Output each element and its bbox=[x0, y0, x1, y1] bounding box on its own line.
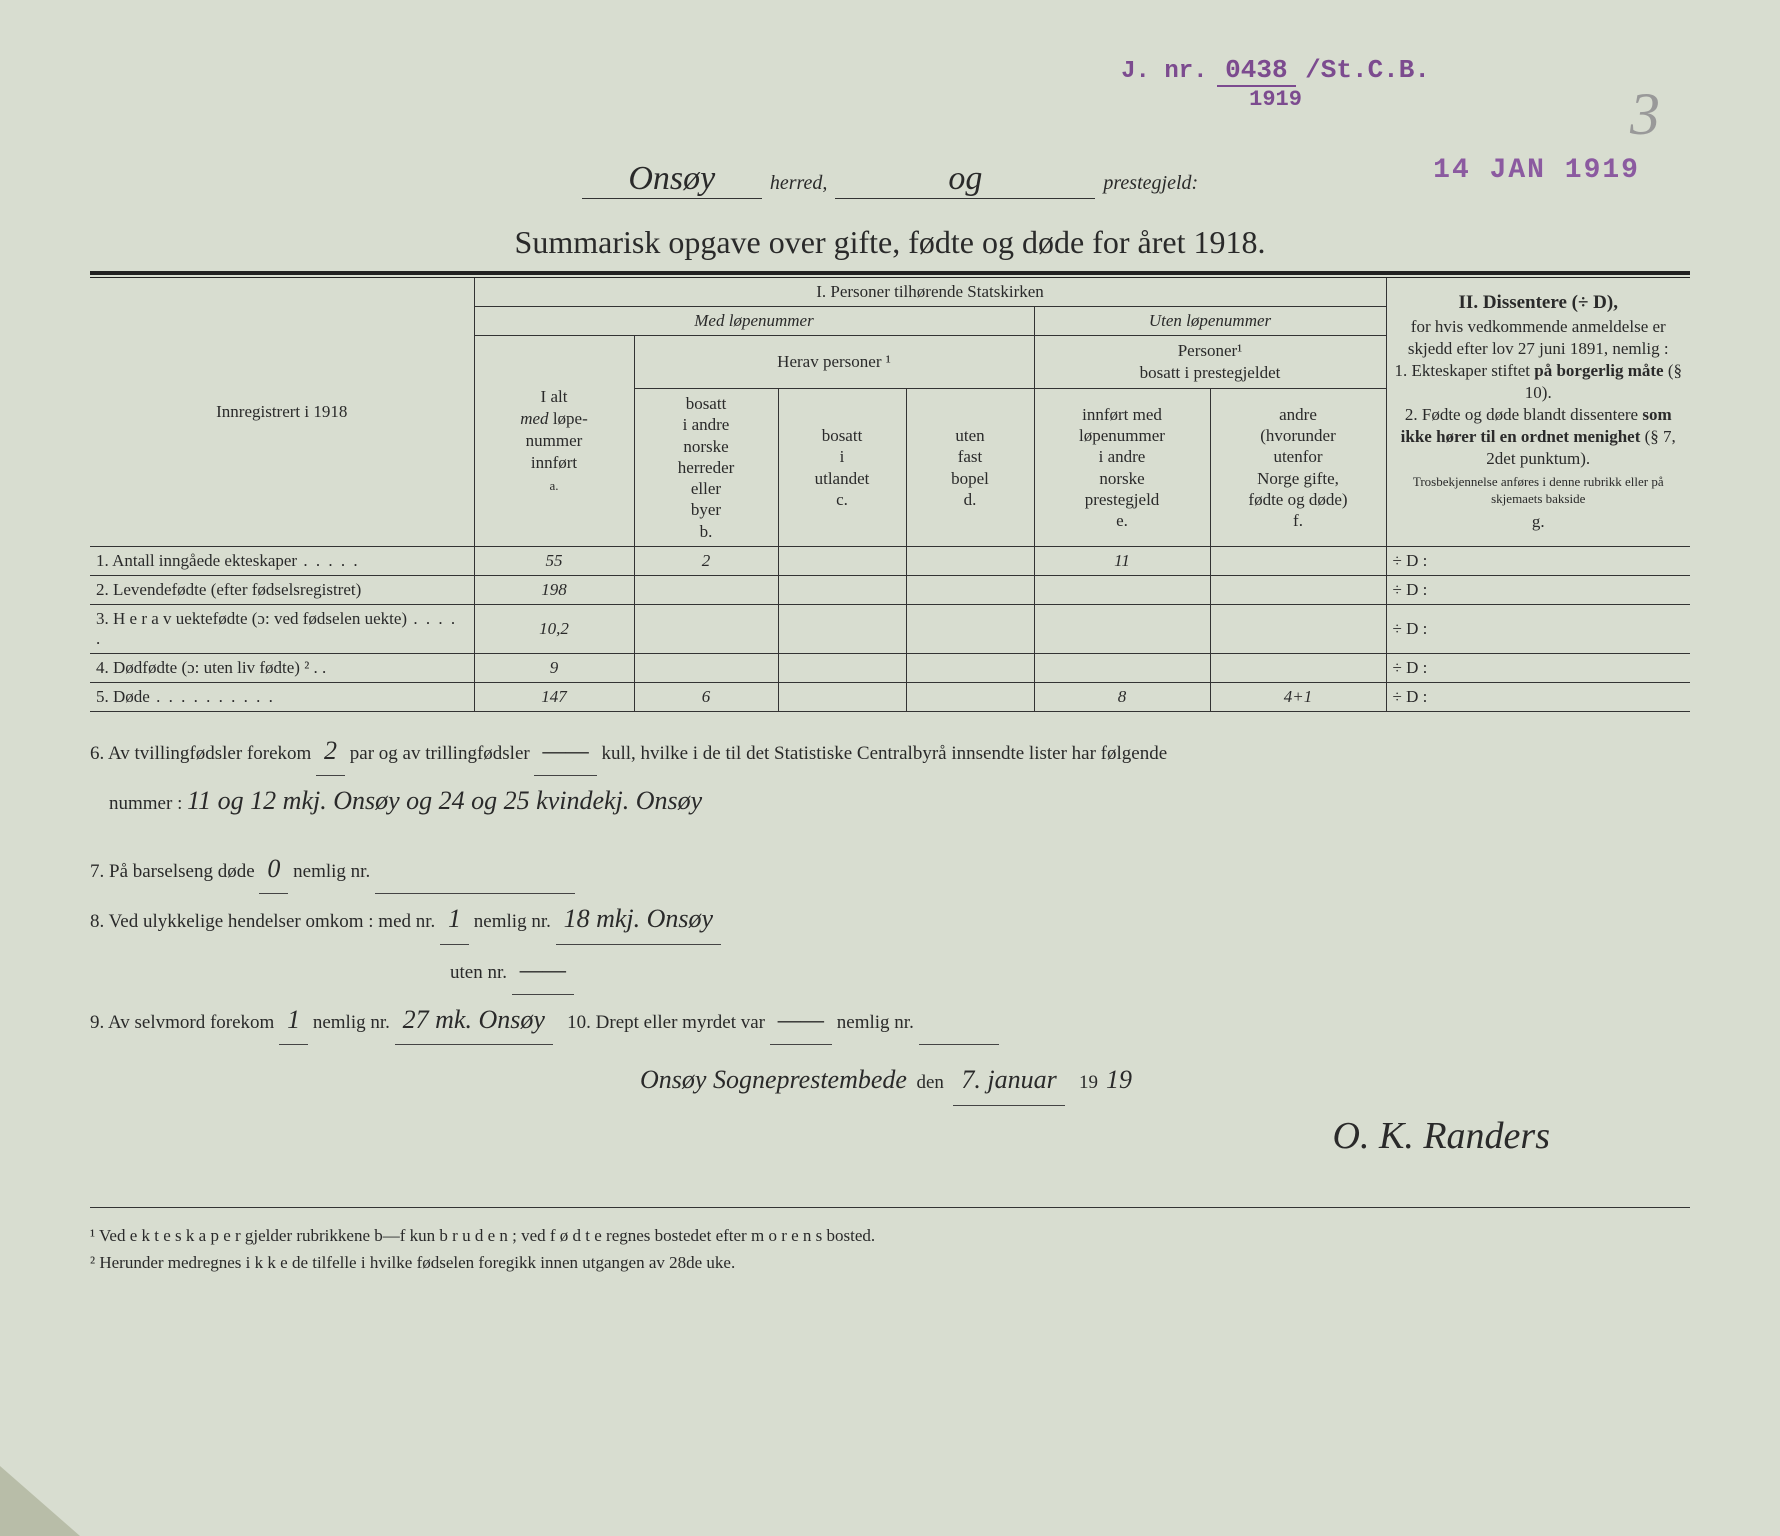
col-e: innført medløpenummeri andrenorskepreste… bbox=[1034, 389, 1210, 547]
herred-value: Onsøy bbox=[582, 160, 762, 199]
section2-note: Trosbekjennelse anføres i denne rubrikk … bbox=[1393, 474, 1685, 507]
row4-a: 9 bbox=[474, 653, 634, 682]
questions-block: 6. Av tvillingfødsler forekom 2 par og a… bbox=[90, 726, 1690, 1172]
row1-a: 55 bbox=[474, 546, 634, 575]
q6: 6. Av tvillingfødsler forekom 2 par og a… bbox=[90, 726, 1690, 826]
table-row: 4. Dødfødte (ɔ: uten liv fødte) ² . . 9 … bbox=[90, 653, 1690, 682]
row3-f bbox=[1210, 604, 1386, 653]
footnote-2: ² Herunder medregnes i k k e de tilfelle… bbox=[90, 1249, 1690, 1276]
q8: 8. Ved ulykkelige hendelser omkom : med … bbox=[90, 894, 1690, 995]
med-lopenummer: Med løpenummer bbox=[474, 307, 1034, 336]
row5-c bbox=[778, 682, 906, 711]
row3-label: 3. H e r a v uektefødte (ɔ: ved fødselen… bbox=[90, 604, 474, 653]
row2-f bbox=[1210, 575, 1386, 604]
row2-a: 198 bbox=[474, 575, 634, 604]
col-c: bosattiutlandetc. bbox=[778, 389, 906, 547]
uten-sub: Personer¹bosatt i prestegjeldet bbox=[1034, 336, 1386, 389]
row5-b: 6 bbox=[634, 682, 778, 711]
section2-item2: 2. Fødte og døde blandt dissentere som i… bbox=[1393, 404, 1685, 470]
left-header: Innregistrert i 1918 bbox=[90, 278, 474, 546]
herred-label: herred, bbox=[770, 172, 828, 195]
row4-label: 4. Dødfødte (ɔ: uten liv fødte) ² . . bbox=[90, 653, 474, 682]
row1-f bbox=[1210, 546, 1386, 575]
row1-c bbox=[778, 546, 906, 575]
col-d: utenfastbopeld. bbox=[906, 389, 1034, 547]
row4-f bbox=[1210, 653, 1386, 682]
row2-e bbox=[1034, 575, 1210, 604]
signature-line: Onsøy Sogneprestembede den 7. januar 191… bbox=[90, 1055, 1690, 1105]
mid-value: og bbox=[835, 160, 1095, 199]
row2-d bbox=[906, 575, 1034, 604]
col-g: g. bbox=[1393, 511, 1685, 533]
page-number: 3 bbox=[1630, 80, 1660, 149]
row4-c bbox=[778, 653, 906, 682]
row2-b bbox=[634, 575, 778, 604]
rule-thick bbox=[90, 271, 1690, 275]
row2-label: 2. Levendefødte (efter fødselsregistret) bbox=[90, 575, 474, 604]
row3-d bbox=[906, 604, 1034, 653]
page-fold-icon bbox=[0, 1466, 80, 1536]
row3-g: ÷ D : bbox=[1386, 604, 1690, 653]
row5-e: 8 bbox=[1034, 682, 1210, 711]
section2-column: II. Dissentere (÷ D), for hvis vedkommen… bbox=[1386, 278, 1690, 546]
row2-g: ÷ D : bbox=[1386, 575, 1690, 604]
summary-table: Innregistrert i 1918 I. Personer tilhøre… bbox=[90, 278, 1690, 712]
row1-g: ÷ D : bbox=[1386, 546, 1690, 575]
table-row: 2. Levendefødte (efter fødselsregistret)… bbox=[90, 575, 1690, 604]
table-row: 3. H e r a v uektefødte (ɔ: ved fødselen… bbox=[90, 604, 1690, 653]
section2-item1: 1. Ekteskaper stiftet på borgerlig måte … bbox=[1393, 360, 1685, 404]
journal-stamp: J. nr. 0438 /St.C.B. 1919 bbox=[1121, 55, 1430, 112]
main-title: Summarisk opgave over gifte, fødte og dø… bbox=[90, 224, 1690, 261]
jnr-label: J. nr. bbox=[1121, 58, 1207, 85]
table-row: 1. Antall inngåede ekteskaper 55 2 11 ÷ … bbox=[90, 546, 1690, 575]
row3-a: 10,2 bbox=[474, 604, 634, 653]
section2-title: II. Dissentere (÷ D), bbox=[1393, 291, 1685, 316]
footnote-1: ¹ Ved e k t e s k a p e r gjelder rubrik… bbox=[90, 1222, 1690, 1249]
prestegjeld-label: prestegjeld: bbox=[1103, 172, 1198, 195]
received-date-stamp: 14 JAN 1919 bbox=[1433, 155, 1640, 186]
jnr-suffix: /St.C.B. bbox=[1305, 55, 1430, 85]
col-a: I altmed løpe-nummerinnførta. bbox=[474, 336, 634, 547]
jnr-number: 0438 bbox=[1217, 55, 1295, 87]
row3-e bbox=[1034, 604, 1210, 653]
section2-intro: for hvis vedkommende anmeldelse er skjed… bbox=[1393, 316, 1685, 360]
row5-d bbox=[906, 682, 1034, 711]
row1-e: 11 bbox=[1034, 546, 1210, 575]
jnr-year: 1919 bbox=[1121, 87, 1430, 112]
q7: 7. På barselseng døde 0 nemlig nr. bbox=[90, 844, 1690, 894]
signature-name: O. K. Randers bbox=[90, 1100, 1550, 1172]
row3-c bbox=[778, 604, 906, 653]
row4-g: ÷ D : bbox=[1386, 653, 1690, 682]
row1-label: 1. Antall inngåede ekteskaper bbox=[90, 546, 474, 575]
col-b: bosatti andrenorskeherrederellerbyerb. bbox=[634, 389, 778, 547]
row4-d bbox=[906, 653, 1034, 682]
q9: 9. Av selvmord forekom 1 nemlig nr. 27 m… bbox=[90, 995, 1690, 1045]
row1-d bbox=[906, 546, 1034, 575]
row5-f: 4+1 bbox=[1210, 682, 1386, 711]
row3-b bbox=[634, 604, 778, 653]
row5-label: 5. Døde bbox=[90, 682, 474, 711]
row2-c bbox=[778, 575, 906, 604]
herav-personer: Herav personer ¹ bbox=[634, 336, 1034, 389]
section1-title: I. Personer tilhørende Statskirken bbox=[474, 278, 1386, 307]
footnotes: ¹ Ved e k t e s k a p e r gjelder rubrik… bbox=[90, 1207, 1690, 1276]
col-f: andre(hvorunderutenforNorge gifte,fødte … bbox=[1210, 389, 1386, 547]
row1-b: 2 bbox=[634, 546, 778, 575]
uten-lopenummer: Uten løpenummer bbox=[1034, 307, 1386, 336]
row5-g: ÷ D : bbox=[1386, 682, 1690, 711]
row4-b bbox=[634, 653, 778, 682]
table-row: 5. Døde 147 6 8 4+1 ÷ D : bbox=[90, 682, 1690, 711]
row5-a: 147 bbox=[474, 682, 634, 711]
row4-e bbox=[1034, 653, 1210, 682]
